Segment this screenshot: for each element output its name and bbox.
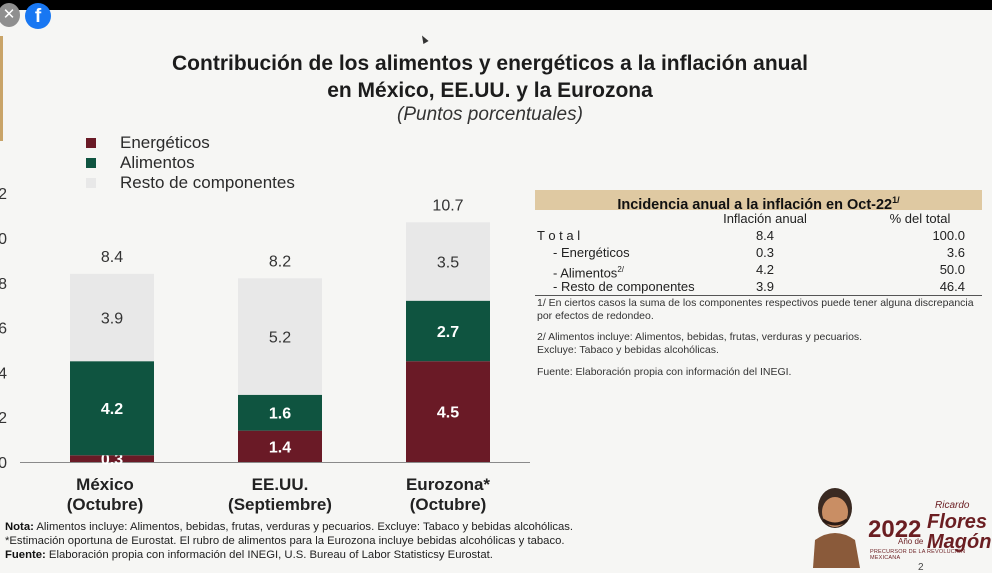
total-label: 10.7 <box>432 197 463 214</box>
data-label: 4.5 <box>437 405 459 422</box>
footnote-nota: Nota: Alimentos incluye: Alimentos, bebi… <box>5 521 573 534</box>
y-tick-label: 12 <box>0 186 7 203</box>
data-label: 1.6 <box>269 406 291 423</box>
legend-item-resto: Resto de componentes <box>86 173 295 193</box>
logo-name-ricardo: Ricardo <box>935 500 970 511</box>
footnote-estimacion: *Estimación oportuna de Eurostat. El rub… <box>5 535 565 547</box>
y-tick-label: 6 <box>0 321 7 338</box>
legend-swatch-alimentos <box>86 157 96 168</box>
bar-segment <box>238 394 322 431</box>
row-label-sup: 2/ <box>617 265 624 274</box>
bar-segment <box>406 222 490 301</box>
category-name: EE.UU. <box>251 475 309 494</box>
logo-tagline: PRECURSOR DE LA REVOLUCIÓN MEXICANA <box>870 549 966 561</box>
table-title-sup: 1/ <box>892 195 900 205</box>
facebook-icon[interactable]: f <box>25 3 51 29</box>
row-label: - Resto de componentes <box>553 279 695 294</box>
table-note-fuente: Fuente: Elaboración propia con informaci… <box>537 366 792 378</box>
bar-segment <box>238 430 322 462</box>
footnote-fuente: Fuente: Elaboración propia con informaci… <box>5 549 493 562</box>
category-label-eeuu: EE.UU. (Septiembre) <box>190 475 370 515</box>
data-label: 5.2 <box>269 330 291 347</box>
row-value-porcentaje: 3.6 <box>946 245 965 260</box>
table-title: Incidencia anual a la inflación en Oct-2… <box>535 190 982 213</box>
table-row: - Alimentos2/ 4.2 50.0 <box>535 261 982 281</box>
table-note-alimentos: 2/ Alimentos incluye: Alimentos, bebidas… <box>537 331 863 343</box>
row-label: - Alimentos2/ <box>537 261 624 281</box>
page-number: 2 <box>918 562 924 573</box>
y-tick-label: 0 <box>0 455 7 472</box>
bar-segment <box>70 455 154 462</box>
stacked-bar-chart: 0 2 4 6 8 10 12 0.3 4.2 3.9 8.4 1.4 1.6 5.2 8.2 4.5 2.7 3… <box>0 186 530 472</box>
row-label: T o t a l <box>537 228 581 243</box>
y-tick-label: 2 <box>0 410 7 427</box>
footnote-fuente-label: Fuente: <box>5 549 46 561</box>
chart-title-line2: en México, EE.UU. y la Eurozona <box>327 79 653 102</box>
decorative-strip <box>0 36 3 141</box>
row-label-text: - Alimentos <box>553 265 618 281</box>
chart-title-line1: Contribución de los alimentos y energéti… <box>172 52 808 75</box>
row-value-inflacion: 8.4 <box>755 228 775 243</box>
data-label: 2.7 <box>437 324 459 341</box>
logo-name-flores: Flores <box>927 511 988 533</box>
category-period: (Octubre) <box>409 495 487 514</box>
row-value-porcentaje: 50.0 <box>939 262 965 277</box>
logo-anio: Año de <box>898 537 924 546</box>
category-name: México <box>76 475 134 494</box>
y-tick-label: 8 <box>0 276 7 293</box>
chart-subtitle: (Puntos porcentuales) <box>397 104 583 125</box>
footnote-fuente-text: Elaboración propia con información del I… <box>45 549 493 561</box>
bar-segment <box>406 361 490 462</box>
footnote-nota-label: Nota: <box>5 521 34 533</box>
table-row: T o t a l 8.4 100.0 <box>535 227 982 244</box>
portrait-logo-icon <box>813 488 860 568</box>
row-value-inflacion: 0.3 <box>755 245 775 260</box>
total-label: 8.4 <box>101 249 123 266</box>
data-label: 4.2 <box>101 401 123 418</box>
table-note-excluye: Excluye: Tabaco y bebidas alcohólicas. <box>537 344 719 356</box>
y-tick-label: 10 <box>0 231 7 248</box>
category-period: (Septiembre) <box>228 495 332 514</box>
legend-item-energeticos: Energéticos <box>86 133 210 153</box>
category-period: (Octubre) <box>66 495 144 514</box>
legend-label: Energéticos <box>120 133 210 152</box>
total-label: 8.2 <box>269 253 291 270</box>
table-row: - Resto de componentes 3.9 46.4 <box>535 278 982 296</box>
table-header-row: Inflación anual % del total <box>535 210 982 227</box>
data-label: 1.4 <box>269 439 291 456</box>
footnote-nota-text: Alimentos incluye: Alimentos, bebidas, f… <box>33 521 574 533</box>
category-label-mexico: México (Octubre) <box>15 475 195 515</box>
column-header-porcentaje: % del total <box>889 211 951 226</box>
row-value-inflacion: 4.2 <box>755 262 775 277</box>
data-label: 0.3 <box>101 452 123 469</box>
legend-item-alimentos: Alimentos <box>86 153 195 173</box>
bar-segment <box>70 273 154 362</box>
top-bar <box>0 0 992 10</box>
bar-segment <box>406 300 490 362</box>
legend-label: Alimentos <box>120 153 195 172</box>
legend-label: Resto de componentes <box>120 173 295 192</box>
y-tick-label: 4 <box>0 365 7 382</box>
data-label: 3.5 <box>437 255 459 272</box>
row-label: - Energéticos <box>553 245 630 260</box>
data-label: 3.9 <box>101 311 123 328</box>
row-value-inflacion: 3.9 <box>755 279 775 294</box>
category-name: Eurozona* <box>405 475 491 494</box>
incidence-table: Incidencia anual a la inflación en Oct-2… <box>535 190 982 296</box>
table-note-rounding: 1/ En ciertos casos la suma de los compo… <box>537 297 974 322</box>
table-title-text: Incidencia anual a la inflación en Oct-2… <box>617 196 893 213</box>
row-value-porcentaje: 100.0 <box>932 228 965 243</box>
row-value-porcentaje: 46.4 <box>939 279 965 294</box>
column-header-inflacion: Inflación anual <box>723 211 807 226</box>
bar-segment <box>238 278 322 395</box>
bar-segment <box>70 361 154 456</box>
logo-year: 2022 <box>868 516 922 543</box>
close-icon[interactable]: ✕ <box>0 3 20 27</box>
legend-swatch-energeticos <box>86 137 96 148</box>
logo-name-magon: Magón <box>927 531 992 553</box>
table-row: - Energéticos 0.3 3.6 <box>535 244 982 261</box>
category-label-eurozona: Eurozona* (Octubre) <box>358 475 538 515</box>
legend-swatch-resto <box>86 177 96 188</box>
